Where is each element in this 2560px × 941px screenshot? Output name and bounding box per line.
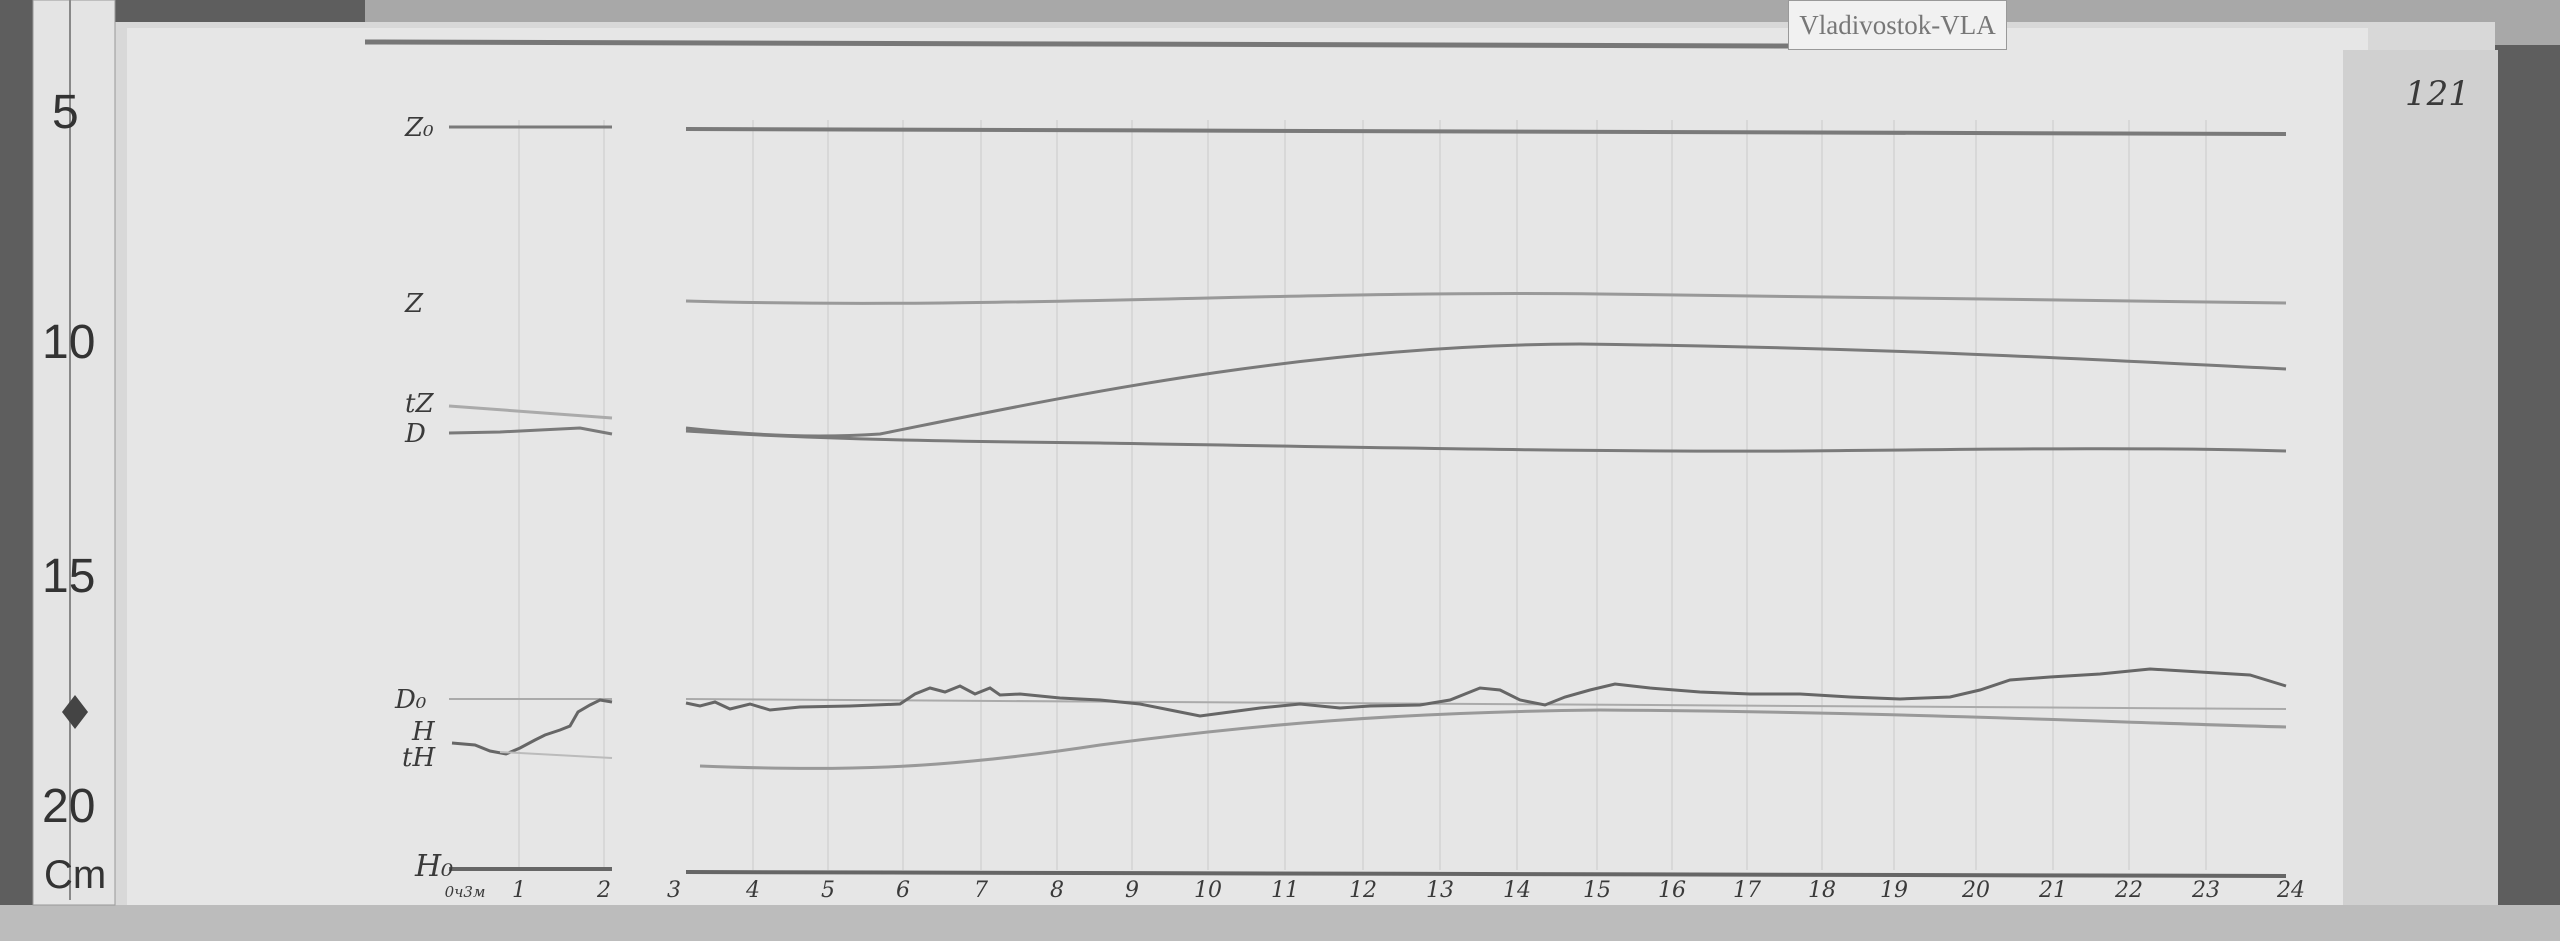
ruler-mark-5: 5: [52, 86, 79, 139]
top-edge: [364, 39, 1791, 49]
label-th: tH: [402, 743, 436, 773]
hour-label: 20: [1961, 878, 1990, 903]
hour-label: 10: [1194, 878, 1222, 903]
hour-label: 5: [821, 878, 835, 903]
hour-label: 11: [1271, 878, 1299, 903]
ruler-mark-15: 15: [42, 550, 95, 603]
hour-label: 22: [2114, 878, 2143, 903]
trace-d: [685, 429, 2287, 453]
trace-h0: [685, 870, 2287, 878]
bottom-strip: [0, 905, 2560, 941]
paper-sheet: [127, 28, 2368, 906]
hour-label: 18: [1808, 878, 1836, 903]
trace-th-left: [499, 751, 613, 759]
hour-label: 8: [1050, 878, 1064, 903]
trace-d-left: [448, 426, 613, 436]
hour-label: 24: [2276, 878, 2305, 903]
hour-label: 16: [1658, 878, 1686, 903]
label-h: H: [411, 717, 436, 747]
station-label: Vladivostok-VLA: [1788, 0, 2007, 50]
hour-label: 19: [1880, 878, 1908, 903]
hour-label: 4: [745, 878, 760, 903]
hour-label: 21: [2038, 878, 2067, 903]
hour-label: 1: [512, 878, 526, 903]
label-z: Z: [404, 289, 424, 319]
trace-tz-left: [448, 404, 613, 420]
hour-label: 2: [596, 878, 611, 903]
hour-label: 7: [974, 878, 988, 903]
trace-tz: [685, 342, 2287, 438]
right-ruler: [2343, 50, 2498, 920]
hour-label: 15: [1583, 878, 1611, 903]
hour-label: 9: [1125, 878, 1139, 903]
trace-th: [699, 708, 2287, 770]
trace-h: [685, 667, 2287, 718]
ruler-mark-20: 20: [42, 780, 95, 833]
hour-label: 23: [2191, 878, 2220, 903]
hour-label: 3: [667, 878, 681, 903]
label-tz: tZ: [405, 389, 434, 419]
trace-h-left: [451, 698, 613, 756]
hour-label: 0ч3м: [445, 883, 486, 901]
trace-z0: [685, 127, 2287, 136]
diamond-marker-icon: [62, 695, 88, 729]
hour-label: 14: [1503, 878, 1531, 903]
trace-z: [685, 291, 2287, 305]
ruler-unit: Cm: [44, 853, 106, 897]
hour-gridlines: [518, 120, 2207, 870]
hour-label: 17: [1733, 878, 1761, 903]
hour-label: 13: [1426, 878, 1454, 903]
hour-label: 12: [1349, 878, 1377, 903]
label-z0: Z₀: [404, 113, 434, 143]
ruler-mark-10: 10: [42, 316, 95, 369]
trace-d0: [685, 698, 2287, 710]
label-d: D: [404, 419, 426, 449]
hour-label: 6: [896, 878, 910, 903]
sheet-number: 121: [2405, 74, 2470, 114]
label-d0: D₀: [394, 685, 427, 715]
left-cm-ruler: [32, 0, 116, 906]
label-h0: H₀: [414, 849, 453, 884]
